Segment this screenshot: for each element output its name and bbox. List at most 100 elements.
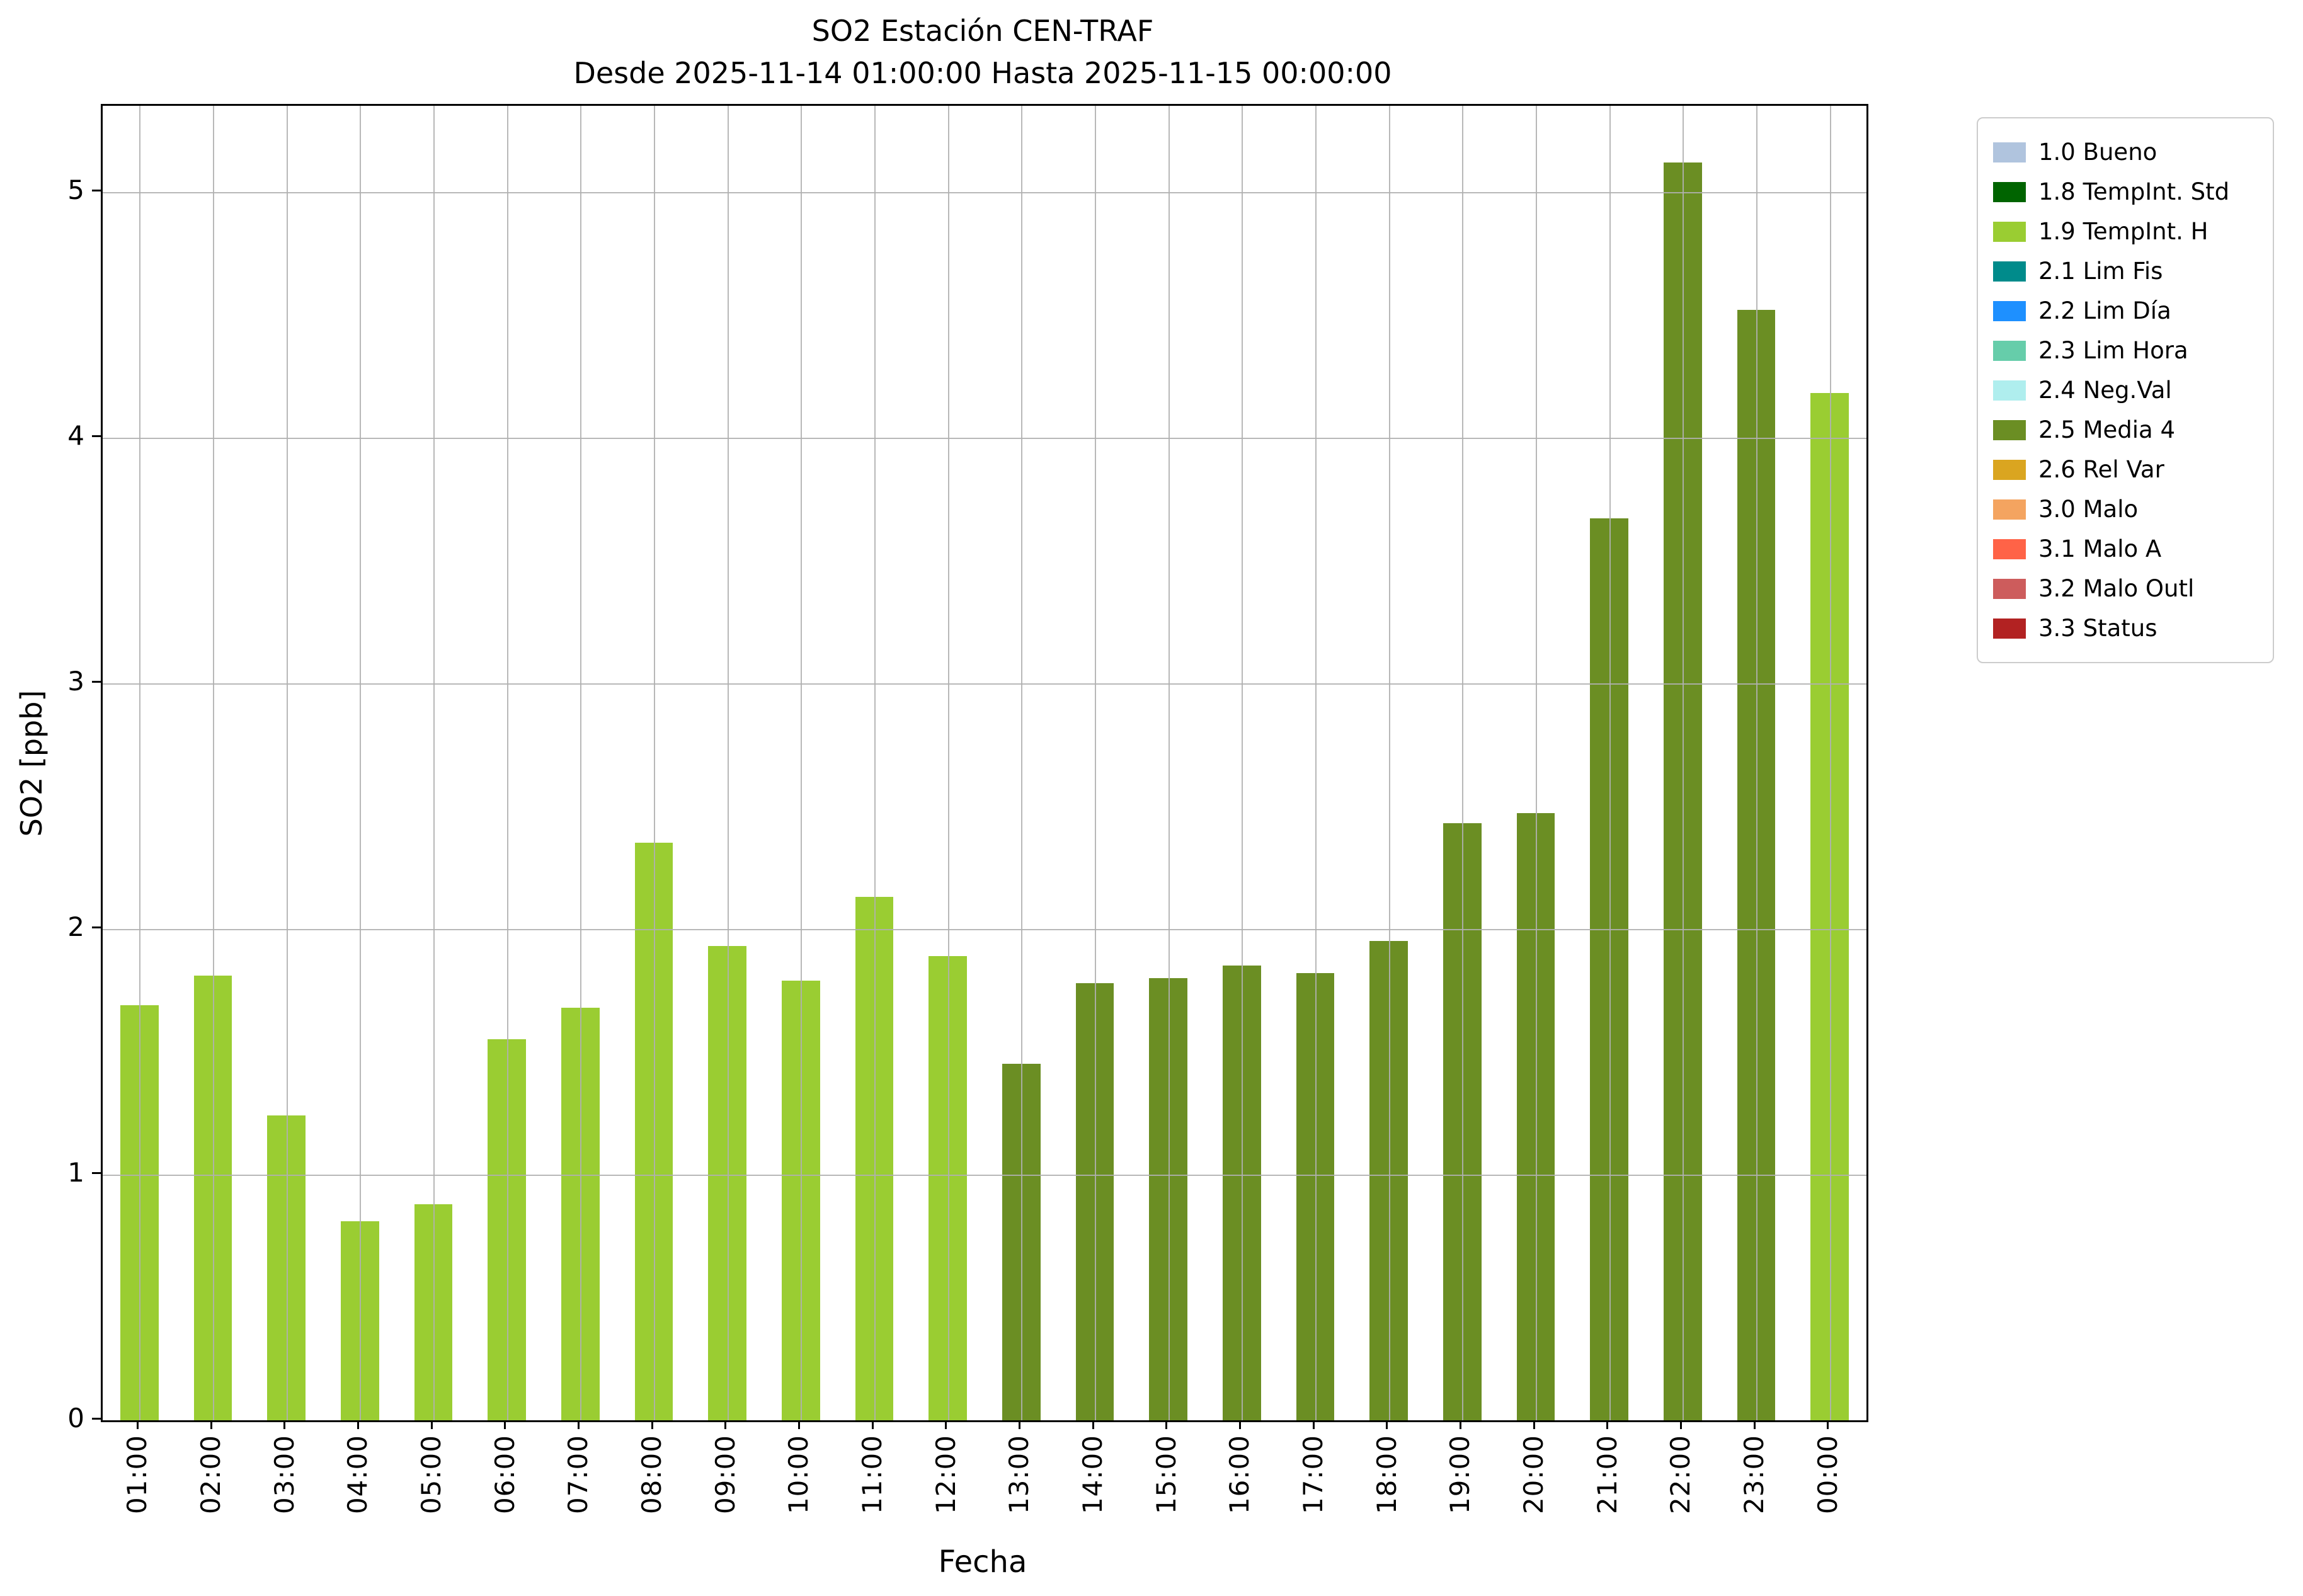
y-gridline bbox=[103, 928, 1866, 930]
bar bbox=[1296, 973, 1335, 1420]
legend-item: 2.3 Lim Hora bbox=[1993, 331, 2258, 370]
y-tick-label: 3 bbox=[67, 665, 84, 697]
bar bbox=[193, 975, 232, 1420]
x-tick-mark bbox=[1238, 1420, 1241, 1429]
legend-item: 1.0 Bueno bbox=[1993, 132, 2258, 172]
legend-item: 2.4 Neg.Val bbox=[1993, 370, 2258, 410]
x-tick-mark bbox=[210, 1420, 212, 1429]
legend-swatch bbox=[1993, 539, 2026, 559]
x-gridline bbox=[286, 106, 288, 1420]
legend-swatch bbox=[1993, 181, 2026, 202]
y-tick-label: 5 bbox=[67, 174, 84, 205]
y-tick-mark bbox=[92, 189, 101, 191]
x-tick-label: 10:00 bbox=[783, 1435, 814, 1515]
x-tick-mark bbox=[1165, 1420, 1168, 1429]
x-tick-mark bbox=[577, 1420, 580, 1429]
x-gridline bbox=[1242, 106, 1243, 1420]
y-tick-label: 2 bbox=[67, 911, 84, 942]
x-tick-label: 17:00 bbox=[1298, 1435, 1329, 1515]
x-tick-mark bbox=[724, 1420, 727, 1429]
x-gridline bbox=[947, 106, 949, 1420]
legend-item: 1.8 TempInt. Std bbox=[1993, 172, 2258, 212]
legend-label: 2.3 Lim Hora bbox=[2038, 337, 2188, 364]
x-gridline bbox=[1829, 106, 1831, 1420]
x-tick-label: 13:00 bbox=[1003, 1435, 1035, 1515]
x-tick-label: 09:00 bbox=[709, 1435, 741, 1515]
bar bbox=[1737, 309, 1776, 1420]
x-tick-mark bbox=[1533, 1420, 1535, 1429]
x-gridline bbox=[874, 106, 876, 1420]
x-tick-label: 00:00 bbox=[1812, 1435, 1843, 1515]
chart-title-line2: Desde 2025-11-14 01:00:00 Hasta 2025-11-… bbox=[573, 55, 1392, 90]
x-gridline bbox=[139, 106, 141, 1420]
legend-swatch bbox=[1993, 499, 2026, 520]
y-tick-mark bbox=[92, 1171, 101, 1174]
x-tick-mark bbox=[797, 1420, 800, 1429]
legend: 1.0 Bueno 1.8 TempInt. Std 1.9 TempInt. H 2… bbox=[1977, 117, 2274, 663]
x-tick-label: 06:00 bbox=[489, 1435, 520, 1515]
x-tick-label: 21:00 bbox=[1591, 1435, 1623, 1515]
x-tick-mark bbox=[1679, 1420, 1682, 1429]
legend-swatch bbox=[1993, 221, 2026, 242]
x-gridline bbox=[1609, 106, 1611, 1420]
x-gridline bbox=[360, 106, 362, 1420]
legend-item: 3.1 Malo A bbox=[1993, 529, 2258, 569]
x-gridline bbox=[1462, 106, 1464, 1420]
x-gridline bbox=[801, 106, 803, 1420]
x-tick-mark bbox=[1092, 1420, 1094, 1429]
legend-swatch bbox=[1993, 142, 2026, 162]
x-tick-label: 11:00 bbox=[857, 1435, 888, 1515]
y-tick-mark bbox=[92, 680, 101, 683]
x-tick-label: 01:00 bbox=[122, 1435, 153, 1515]
x-tick-label: 15:00 bbox=[1150, 1435, 1182, 1515]
x-gridline bbox=[433, 106, 435, 1420]
legend-swatch bbox=[1993, 618, 2026, 639]
x-axis-label: Fecha bbox=[938, 1544, 1027, 1580]
x-gridline bbox=[580, 106, 582, 1420]
legend-swatch bbox=[1993, 300, 2026, 321]
x-gridline bbox=[1388, 106, 1390, 1420]
legend-swatch bbox=[1993, 419, 2026, 440]
y-tick-mark bbox=[92, 435, 101, 437]
legend-label: 2.1 Lim Fis bbox=[2038, 258, 2163, 285]
legend-item: 2.5 Media 4 bbox=[1993, 410, 2258, 450]
x-tick-label: 12:00 bbox=[930, 1435, 961, 1515]
x-tick-label: 16:00 bbox=[1224, 1435, 1255, 1515]
legend-swatch bbox=[1993, 380, 2026, 401]
legend-item: 3.0 Malo bbox=[1993, 489, 2258, 529]
legend-swatch bbox=[1993, 340, 2026, 361]
legend-swatch bbox=[1993, 459, 2026, 480]
x-tick-mark bbox=[1606, 1420, 1609, 1429]
bar bbox=[855, 897, 894, 1420]
x-gridline bbox=[213, 106, 214, 1420]
x-tick-label: 22:00 bbox=[1665, 1435, 1696, 1515]
legend-label: 3.1 Malo A bbox=[2038, 535, 2162, 562]
y-tick-label: 0 bbox=[67, 1403, 84, 1434]
x-tick-mark bbox=[1753, 1420, 1756, 1429]
legend-swatch bbox=[1993, 261, 2026, 282]
bar bbox=[1516, 813, 1555, 1420]
y-tick-mark bbox=[92, 1418, 101, 1420]
legend-label: 2.2 Lim Día bbox=[2038, 297, 2171, 324]
legend-label: 1.9 TempInt. H bbox=[2038, 218, 2209, 245]
x-tick-label: 08:00 bbox=[636, 1435, 667, 1515]
x-tick-label: 04:00 bbox=[342, 1435, 374, 1515]
legend-item: 1.9 TempInt. H bbox=[1993, 212, 2258, 251]
x-gridline bbox=[1315, 106, 1317, 1420]
legend-label: 3.3 Status bbox=[2038, 615, 2157, 642]
x-gridline bbox=[1756, 106, 1757, 1420]
x-tick-mark bbox=[430, 1420, 433, 1429]
plot-area bbox=[101, 104, 1868, 1422]
y-gridline bbox=[103, 1174, 1866, 1176]
x-tick-label: 19:00 bbox=[1444, 1435, 1476, 1515]
y-gridline bbox=[103, 191, 1866, 193]
bar bbox=[414, 1204, 453, 1420]
y-gridline bbox=[103, 683, 1866, 685]
legend-label: 2.4 Neg.Val bbox=[2038, 377, 2172, 404]
legend-label: 1.8 TempInt. Std bbox=[2038, 178, 2230, 205]
y-tick-label: 4 bbox=[67, 419, 84, 451]
legend-item: 2.1 Lim Fis bbox=[1993, 251, 2258, 291]
x-gridline bbox=[1095, 106, 1096, 1420]
x-tick-label: 18:00 bbox=[1371, 1435, 1402, 1515]
